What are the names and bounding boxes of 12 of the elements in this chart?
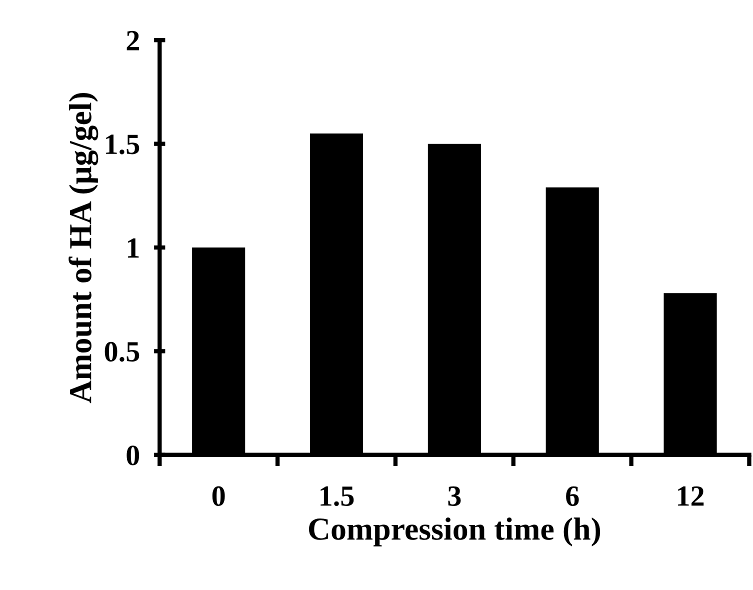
x-axis-title: Compression time (h) [308, 517, 600, 546]
x-tick-label: 1.5 [320, 486, 354, 506]
y-tick-label: 0.5 [104, 342, 140, 362]
x-tick-label: 0 [212, 486, 225, 506]
x-tick-label: 3 [448, 486, 461, 506]
y-axis-title: Amount of HA (μg/gel) [68, 93, 98, 404]
y-tick-label: 1.5 [106, 134, 140, 154]
y-tick-label: 1 [128, 238, 139, 258]
x-tick-label: 12 [678, 486, 704, 506]
y-tick-label: 0 [126, 446, 140, 466]
x-tick-label: 6 [566, 486, 579, 506]
y-tick-label: 2 [126, 30, 139, 50]
